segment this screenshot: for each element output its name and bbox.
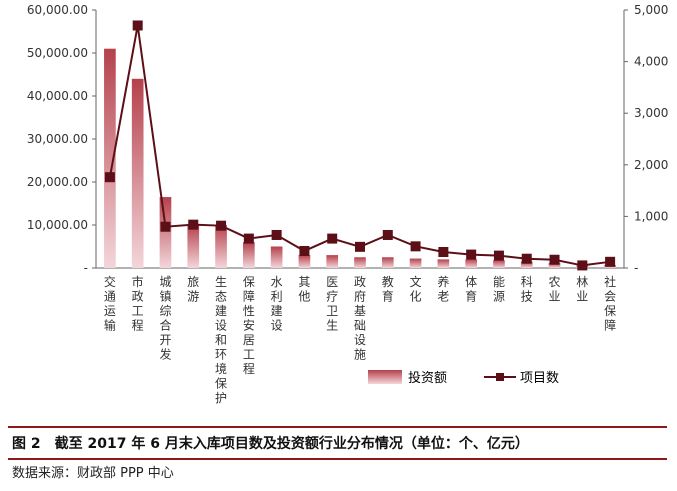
x-tick-label: 教育 — [382, 274, 394, 304]
point-保障性安居工程 — [243, 233, 254, 244]
x-tick-label: 能源 — [493, 275, 505, 304]
right-axis: 5,000 4,000 3,000 2,000 1,000 - — [623, 3, 668, 275]
point-社会保障 — [605, 256, 616, 267]
x-tick-label: 文化 — [410, 274, 422, 304]
right-tick-label: 5,000 — [634, 3, 668, 17]
bar-能源 — [493, 260, 505, 268]
left-tick-label: 60,000.00 — [27, 3, 88, 17]
x-tick-label: 体育 — [465, 275, 477, 304]
legend: 投资额 项目数 — [368, 370, 559, 386]
bar-交通运输 — [104, 48, 116, 269]
bar-教育 — [381, 257, 394, 268]
point-旅游 — [188, 219, 199, 230]
point-政府基础设施 — [355, 241, 365, 252]
point-能源 — [493, 250, 504, 261]
left-tick-label: 50,000.00 — [27, 46, 88, 60]
figure-caption: 图 2 截至 2017 年 6 月末入库项目数及投资额行业分布情况（单位：个、亿… — [8, 426, 667, 460]
x-tick-label: 社会保障 — [604, 274, 616, 333]
point-生态建设和环境保护 — [216, 220, 227, 231]
chart: 60,000.00 50,000.00 40,000.00 30,000.00 20,0… — [27, 3, 668, 405]
data-source: 数据来源：财政部 PPP 中心 — [12, 466, 174, 481]
right-tick-label: 3,000 — [634, 106, 668, 120]
x-tick-label: 旅游 — [187, 275, 199, 304]
right-tick-label: 2,000 — [634, 158, 668, 172]
x-tick-label: 林业 — [576, 275, 588, 304]
legend-bar-swatch — [368, 370, 402, 384]
left-tick-label: - — [84, 261, 88, 275]
legend-line-label: 项目数 — [520, 371, 559, 386]
right-tick-label: - — [634, 261, 638, 275]
figure-title: 截至 2017 年 6 月末入库项目数及投资额行业分布情况（单位：个、亿元） — [54, 436, 529, 452]
left-tick-label: 40,000.00 — [27, 89, 88, 103]
x-tick-label: 交通运输 — [104, 274, 116, 333]
bar-保障性安居工程 — [243, 242, 255, 268]
x-axis-labels: 交通运输 市政工程 城镇综合开发 旅游 生态建设和环境保护 保障性安居工程 水利建设 其他医疗… — [104, 274, 616, 405]
point-林业 — [577, 260, 588, 271]
right-tick-label: 4,000 — [634, 55, 668, 69]
legend-line-marker — [496, 373, 504, 381]
x-tick-label: 科技 — [521, 275, 533, 304]
x-tick-label: 生态建设和环境保护 — [215, 275, 227, 405]
bar-农业 — [548, 262, 561, 268]
bar-文化 — [409, 258, 422, 268]
point-文化 — [410, 241, 421, 252]
point-体育 — [466, 249, 477, 260]
x-tick-label: 城镇综合开发 — [159, 275, 171, 362]
point-城镇综合开发 — [160, 221, 171, 232]
point-医疗卫生 — [327, 233, 338, 244]
legend-bar-label: 投资额 — [408, 370, 447, 386]
x-tick-label: 政府基础设施 — [354, 275, 366, 362]
point-其他 — [299, 245, 310, 256]
point-市政工程 — [132, 20, 143, 31]
line-series — [104, 20, 616, 271]
point-养老 — [438, 247, 449, 258]
left-tick-label: 20,000.00 — [27, 175, 88, 189]
left-axis: 60,000.00 50,000.00 40,000.00 30,000.00 20,0… — [27, 3, 624, 275]
bar-生态建设和环境保护 — [215, 225, 227, 268]
point-科技 — [521, 253, 532, 264]
bar-医疗卫生 — [326, 255, 339, 268]
x-tick-label: 养老 — [437, 274, 449, 304]
bar-科技 — [520, 261, 533, 268]
x-tick-label: 医疗卫生 — [326, 275, 338, 333]
point-水利建设 — [271, 229, 282, 240]
bar-水利建设 — [270, 246, 283, 268]
bar-市政工程 — [131, 78, 144, 268]
bar-政府基础设施 — [354, 257, 366, 268]
project-count-line — [108, 25, 611, 267]
bar-城镇综合开发 — [159, 197, 172, 268]
bar-其他 — [298, 255, 311, 268]
bar-体育 — [465, 259, 477, 268]
bar-养老 — [437, 259, 450, 268]
x-tick-label: 水利建设 — [271, 275, 283, 333]
bar-旅游 — [187, 225, 200, 268]
bar-series — [104, 48, 616, 269]
left-tick-label: 10,000.00 — [27, 218, 88, 232]
x-tick-label: 市政工程 — [132, 274, 144, 333]
right-tick-label: 1,000 — [634, 209, 668, 223]
left-tick-label: 30,000.00 — [27, 132, 88, 146]
x-tick-label: 保障性安居工程 — [243, 275, 255, 376]
point-教育 — [382, 229, 393, 240]
point-农业 — [549, 254, 560, 265]
x-tick-label: 农业 — [549, 275, 561, 304]
x-tick-label: 其他 — [298, 275, 310, 304]
point-交通运输 — [104, 172, 115, 183]
figure-label: 图 2 — [12, 436, 41, 452]
